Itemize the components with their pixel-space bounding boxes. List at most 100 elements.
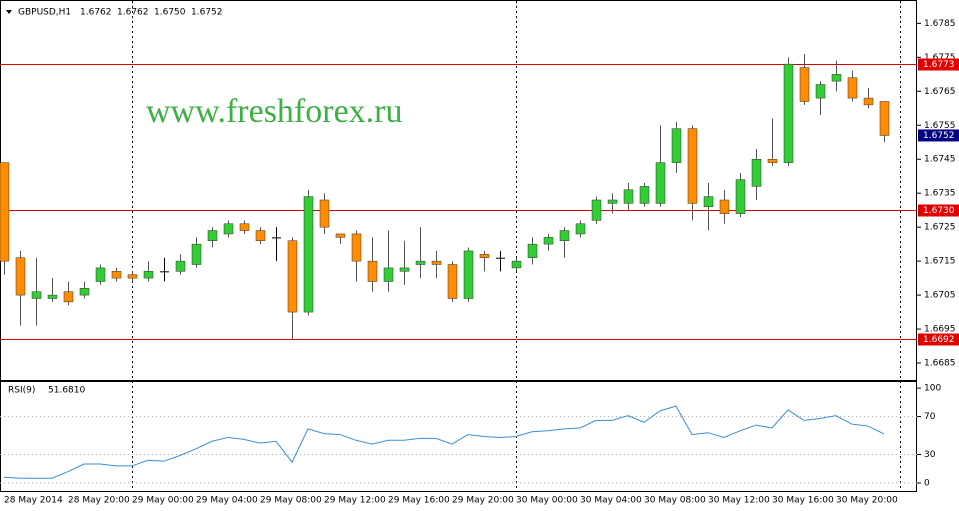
x-tick-label: 30 May 16:00: [772, 496, 834, 506]
y-tick-label: 1.6745: [924, 155, 956, 165]
candle-body: [207, 230, 218, 241]
y-tick-label: 1.6765: [924, 87, 956, 97]
current-price-box: [918, 129, 959, 142]
candle-body: [623, 189, 634, 204]
level-label-box: [918, 204, 959, 217]
header-value: 1.6752: [191, 8, 223, 18]
x-tick-label: 29 May 16:00: [388, 496, 450, 506]
candle-body: [687, 128, 698, 204]
candle-body: [127, 274, 138, 279]
level-label: 1.6692: [923, 335, 955, 345]
x-tick-label: 29 May 00:00: [132, 496, 194, 506]
candle-body: [559, 230, 570, 241]
candle-body: [767, 158, 778, 163]
candle-body: [847, 77, 858, 99]
candle-body: [543, 237, 554, 245]
candle-body: [575, 223, 586, 235]
candle-body: [335, 233, 346, 238]
y-tick-label: 100: [924, 384, 941, 394]
candle-body: [639, 186, 650, 204]
candle-body: [143, 271, 154, 279]
y-tick-label: 1.6755: [924, 121, 956, 131]
candle-body: [431, 260, 442, 265]
candle-body: [655, 162, 666, 204]
rsi-line: [3, 405, 885, 479]
candle-body: [160, 271, 169, 273]
panel-arrow: [6, 10, 12, 14]
x-tick-label: 30 May 08:00: [644, 496, 706, 506]
rsi-title: RSI(9): [8, 386, 35, 396]
candle-body: [831, 74, 842, 82]
candle-body: [815, 84, 826, 99]
candle-body: [367, 260, 378, 282]
candle-body: [0, 162, 10, 262]
candle-body: [863, 97, 874, 106]
candle-body: [239, 223, 250, 231]
chart-title: GBPUSD,H1: [18, 8, 71, 18]
candle-body: [463, 250, 474, 299]
candle-body: [671, 128, 682, 163]
y-tick-label: 1.6685: [924, 359, 956, 369]
candle-body: [415, 260, 426, 265]
candle-body: [703, 196, 714, 208]
candle-body: [735, 179, 746, 214]
candle-body: [351, 233, 362, 262]
candle-body: [783, 63, 794, 163]
header-value: 1.6762: [80, 8, 112, 18]
candle-body: [511, 260, 522, 269]
candle-body: [799, 67, 810, 102]
candle-body: [383, 267, 394, 282]
x-tick-label: 30 May 20:00: [836, 496, 898, 506]
x-tick-label: 30 May 00:00: [516, 496, 578, 506]
candle-body: [303, 196, 314, 313]
y-tick-label: 1.6715: [924, 257, 956, 267]
level-label-box: [918, 58, 959, 71]
candle-body: [879, 101, 890, 136]
candle-body: [319, 199, 330, 228]
rsi-value: 51.6810: [48, 386, 85, 396]
candle-body: [496, 257, 505, 259]
candle-body: [399, 267, 410, 272]
y-tick-label: 1.6695: [924, 325, 956, 335]
candle-body: [175, 260, 186, 272]
candle-body: [527, 243, 538, 258]
y-tick-label: 70: [924, 412, 936, 422]
candle-body: [95, 267, 106, 282]
candle-body: [751, 158, 762, 187]
y-tick-label: 0: [924, 478, 930, 488]
x-tick-label: 30 May 12:00: [708, 496, 770, 506]
x-tick-label: 30 May 04:00: [580, 496, 642, 506]
y-tick-label: 30: [924, 450, 936, 460]
current-price-label: 1.6752: [923, 131, 955, 141]
y-tick-label: 1.6735: [924, 189, 956, 199]
level-label-box: [918, 333, 959, 346]
candle-body: [447, 264, 458, 299]
candle-body: [111, 271, 122, 279]
candle-body: [479, 254, 490, 258]
candle-body: [15, 257, 26, 296]
x-tick-label: 28 May 20:00: [68, 496, 130, 506]
candle-body: [591, 199, 602, 221]
candle-body: [272, 237, 281, 239]
x-tick-label: 29 May 08:00: [260, 496, 322, 506]
candle-body: [31, 291, 42, 299]
x-tick-label: 28 May 2014: [4, 496, 63, 506]
watermark: www.freshforex.ru: [146, 93, 402, 130]
y-tick-label: 1.6775: [924, 53, 956, 63]
candle-body: [79, 288, 90, 296]
candle-body: [191, 243, 202, 265]
candle-body: [63, 291, 74, 303]
candle-body: [287, 240, 298, 313]
level-label: 1.6773: [923, 60, 955, 70]
header-value: 1.6750: [154, 8, 186, 18]
y-tick-label: 1.6705: [924, 291, 956, 301]
candle-body: [607, 199, 618, 204]
level-label: 1.6730: [923, 206, 955, 216]
x-tick-label: 29 May 12:00: [324, 496, 386, 506]
y-tick-label: 1.6785: [924, 19, 956, 29]
y-tick-label: 1.6725: [924, 223, 956, 233]
candle-body: [47, 294, 58, 299]
x-tick-label: 29 May 04:00: [196, 496, 258, 506]
